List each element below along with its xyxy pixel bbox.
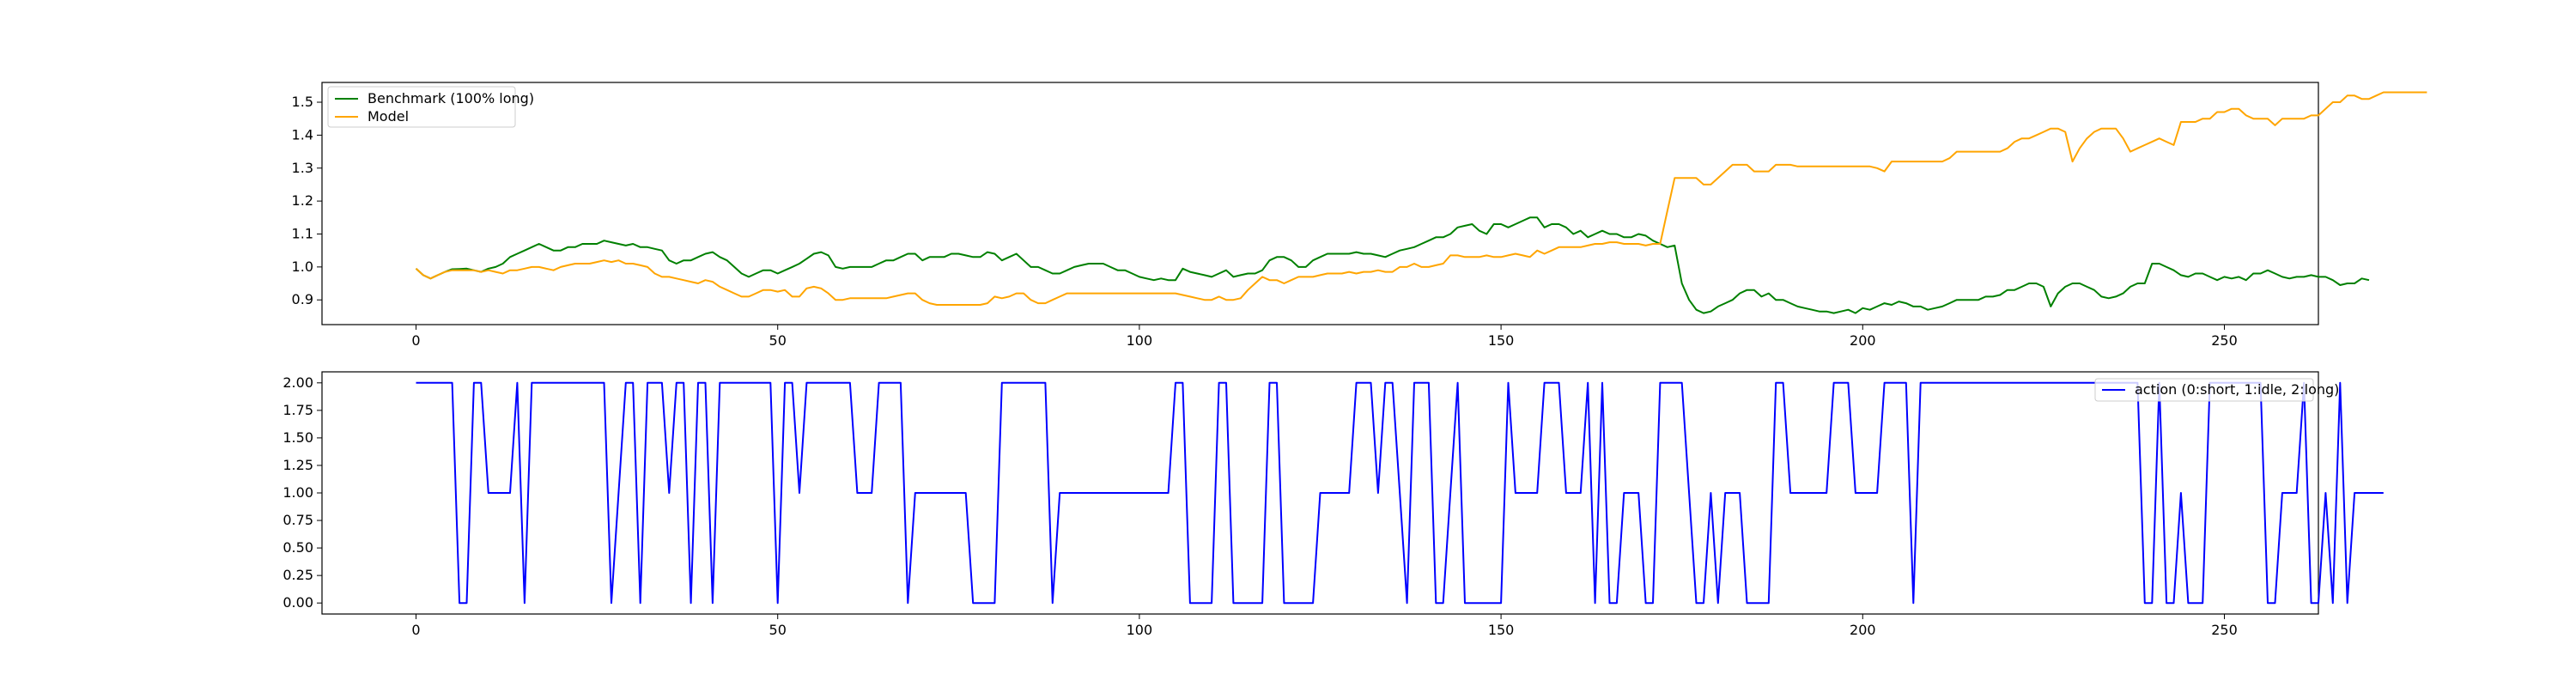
x-tick-label: 200 — [1850, 332, 1876, 349]
y-tick-label: 1.2 — [292, 192, 313, 209]
action-chart: 0 50 100 150 200 250 0.00 0.25 0.50 0.75 1.00 1.25… — [283, 371, 2384, 638]
benchmark-vs-model-chart: 0 50 100 150 200 250 0.9 1.0 1.1 1.2 1.3 1.4 1.5 Be… — [292, 82, 2427, 349]
y-tick-label: 1.25 — [283, 457, 313, 473]
x-tick-label: 200 — [1850, 622, 1876, 638]
y-tick-label: 0.50 — [283, 539, 313, 556]
y-tick-label: 1.3 — [292, 160, 313, 176]
x-tick-label: 0 — [411, 332, 420, 349]
y-tick-label: 2.00 — [283, 374, 313, 391]
y-tick-label: 1.5 — [292, 94, 313, 110]
x-tick-label: 100 — [1127, 332, 1153, 349]
y-tick-label: 0.25 — [283, 567, 313, 583]
x-tick-label: 150 — [1488, 332, 1515, 349]
x-tick-label: 50 — [769, 622, 787, 638]
x-tick-label: 50 — [769, 332, 787, 349]
series-line-0 — [416, 381, 2384, 605]
y-tick-label: 1.0 — [292, 258, 313, 275]
legend-label-model: Model — [368, 108, 409, 125]
legend: action (0:short, 1:idle, 2:long) — [2094, 378, 2339, 402]
y-tick-label: 0.9 — [292, 291, 313, 307]
legend-label-action: action (0:short, 1:idle, 2:long) — [2135, 381, 2339, 398]
y-tick-label: 1.75 — [283, 402, 313, 418]
y-tick-label: 1.1 — [292, 225, 313, 241]
y-tick-label: 1.00 — [283, 484, 313, 501]
y-tick-label: 0.00 — [283, 594, 313, 611]
legend-label-benchmark: Benchmark (100% long) — [368, 90, 534, 106]
x-tick-label: 0 — [411, 622, 420, 638]
plot-frame — [321, 82, 2319, 325]
series-line-1 — [415, 91, 2427, 306]
x-tick-label: 100 — [1127, 622, 1153, 638]
x-tick-label: 150 — [1488, 622, 1515, 638]
y-tick-label: 1.4 — [292, 126, 313, 143]
x-tick-label: 250 — [2211, 622, 2238, 638]
y-tick-label: 0.75 — [283, 512, 313, 528]
y-tick-label: 1.50 — [283, 429, 313, 446]
x-tick-label: 250 — [2211, 332, 2238, 349]
series-line-0 — [415, 216, 2370, 314]
legend: Benchmark (100% long) Model — [327, 86, 534, 128]
